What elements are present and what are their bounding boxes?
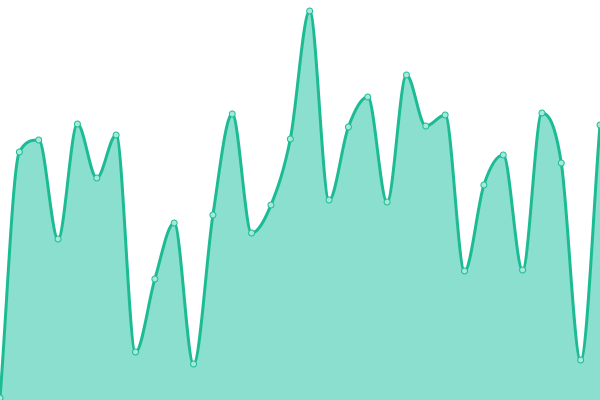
data-point xyxy=(228,110,236,118)
data-point xyxy=(577,356,585,364)
data-point xyxy=(306,7,314,15)
data-point xyxy=(402,71,410,79)
data-point xyxy=(151,275,159,283)
data-point xyxy=(499,151,507,159)
data-point xyxy=(538,109,546,117)
data-point xyxy=(383,198,391,206)
data-point xyxy=(557,159,565,167)
data-point xyxy=(131,348,139,356)
data-point xyxy=(73,120,81,128)
data-point xyxy=(441,111,449,119)
data-point xyxy=(286,135,294,143)
data-point xyxy=(422,122,430,130)
data-point xyxy=(54,235,62,243)
data-point xyxy=(170,219,178,227)
data-point xyxy=(0,394,4,400)
data-point xyxy=(364,93,372,101)
data-point xyxy=(190,360,198,368)
data-point xyxy=(35,136,43,144)
data-point xyxy=(480,181,488,189)
data-point xyxy=(93,174,101,182)
data-point xyxy=(325,196,333,204)
data-point xyxy=(344,123,352,131)
data-point xyxy=(267,201,275,209)
data-point xyxy=(112,131,120,139)
data-point xyxy=(15,148,23,156)
data-point xyxy=(596,121,600,129)
data-point xyxy=(209,211,217,219)
data-point xyxy=(519,266,527,274)
data-points xyxy=(0,7,600,400)
data-point xyxy=(461,267,469,275)
data-point xyxy=(248,229,256,237)
